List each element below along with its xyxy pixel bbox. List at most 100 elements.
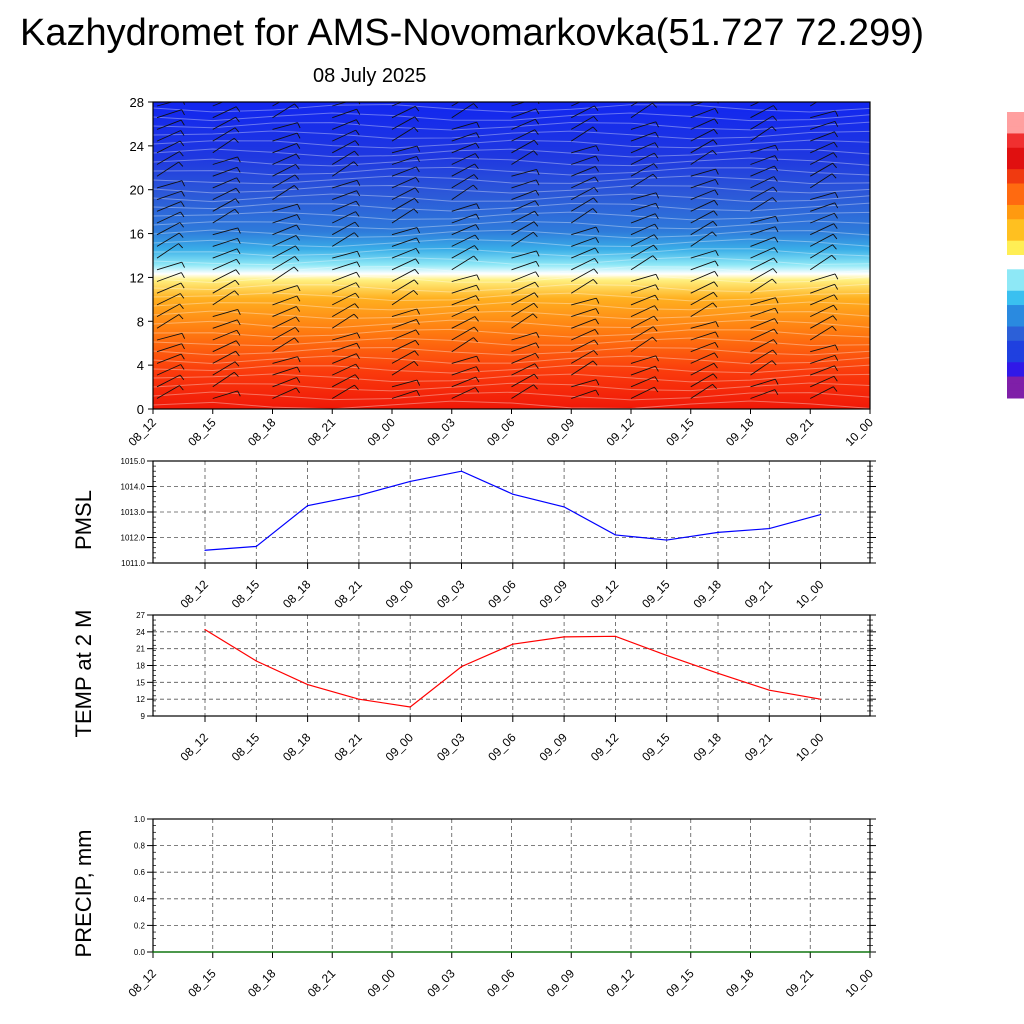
wind-barb-flag (533, 221, 539, 227)
wind-barb (451, 305, 476, 318)
wind-barb-flag (236, 177, 241, 184)
wind-barb-flag (772, 186, 778, 192)
wind-barb (156, 314, 180, 329)
wind-barb-flag (593, 116, 598, 122)
wind-barb (869, 199, 870, 200)
x-tick-label: 09_15 (663, 966, 697, 1000)
wind-barb (451, 376, 477, 388)
colorbar-cell (1007, 355, 1024, 363)
wind-barb (810, 162, 833, 177)
wind-barb (750, 389, 776, 399)
wind-barb-flag (712, 384, 717, 390)
wind-barb (690, 189, 716, 201)
wind-barb-flag (774, 307, 779, 314)
wind-barb-flag (712, 221, 718, 227)
wind-barb-flag (774, 318, 779, 324)
wind-barb (869, 292, 870, 294)
wind-barb (156, 190, 182, 201)
data-point (570, 951, 572, 953)
wind-barb (869, 187, 870, 188)
wind-barb (511, 179, 537, 189)
wind-barb-flag (655, 192, 660, 199)
x-tick-label: 08_18 (280, 577, 314, 611)
wind-barb-flag (833, 223, 838, 229)
wind-barb (750, 257, 774, 271)
wind-barb (511, 169, 537, 177)
wind-barb (332, 313, 355, 329)
wind-barb-flag (237, 238, 241, 244)
wind-barb-flag (652, 326, 658, 332)
wind-barb (451, 203, 477, 212)
wind-barb-flag (296, 214, 301, 221)
wind-barb (810, 386, 834, 399)
wind-barb (571, 268, 595, 282)
wind-barb-flag (595, 297, 600, 304)
y-tick-label: 12 (130, 270, 144, 285)
contour-line (153, 328, 870, 338)
y-tick-label: 1015.0 (121, 457, 146, 466)
y-tick-label: 4 (137, 358, 144, 373)
wind-barb-flag (833, 141, 838, 148)
wind-barb (332, 342, 357, 353)
wind-barb (630, 273, 657, 282)
colorbar-cell (1007, 112, 1024, 120)
wind-barb (391, 308, 417, 318)
wind-barb-flag (474, 234, 479, 241)
wind-barb (869, 140, 870, 142)
wind-barb (212, 137, 235, 154)
wind-barb (869, 222, 870, 223)
wind-barb-flag (296, 377, 301, 383)
wind-barb (272, 306, 297, 318)
wind-barb (571, 308, 597, 318)
contour-line (153, 364, 870, 374)
contour-line (153, 121, 870, 131)
contour-line (153, 184, 870, 194)
wind-barb-flag (655, 274, 660, 280)
colorbar-cell (1007, 297, 1024, 306)
wind-barb (156, 303, 180, 317)
wind-barb-flag (414, 187, 420, 193)
wind-barb (869, 327, 870, 329)
plot-frame (152, 614, 871, 717)
wind-barb (869, 304, 870, 305)
wind-barb (391, 390, 417, 399)
wind-barb-flag (834, 131, 838, 138)
wind-barb-flag (833, 294, 838, 301)
data-point (391, 951, 393, 953)
wind-barb-flag (474, 93, 478, 98)
wind-barb (391, 360, 415, 376)
wind-barb (869, 245, 870, 247)
wind-barb (212, 198, 236, 212)
wind-barb (212, 106, 237, 119)
wind-barb (272, 327, 296, 341)
colorbar-cell (1007, 283, 1024, 292)
wind-barb-flag (834, 344, 839, 351)
wind-barb-flag (773, 176, 778, 182)
wind-barb (690, 281, 715, 294)
wind-barb (750, 197, 773, 212)
wind-barb (391, 339, 416, 353)
wind-barb (630, 173, 654, 189)
wind-barb (630, 305, 655, 318)
wind-barb-flag (181, 272, 185, 279)
wind-barb (272, 285, 298, 294)
colorbar-cell (1007, 383, 1024, 392)
wind-barb (391, 279, 415, 294)
wind-barb-flag (713, 363, 718, 369)
x-tick-label: 08_18 (245, 966, 279, 1000)
wind-barb (451, 284, 477, 294)
wind-barb (571, 257, 595, 271)
wind-barb (212, 227, 238, 236)
wind-barb (212, 208, 236, 224)
data-point (630, 951, 632, 953)
wind-barb (391, 126, 415, 142)
wind-barb-flag (712, 139, 718, 145)
wind-barb-flag (534, 200, 539, 206)
x-tick-label: 09_00 (364, 415, 398, 449)
y-tick-label: 0.8 (134, 842, 146, 851)
wind-barb-flag (353, 161, 359, 167)
wind-barb-flag (833, 152, 838, 158)
wind-barb (750, 268, 774, 282)
wind-barb (750, 165, 775, 177)
wind-barb-flag (180, 293, 185, 299)
